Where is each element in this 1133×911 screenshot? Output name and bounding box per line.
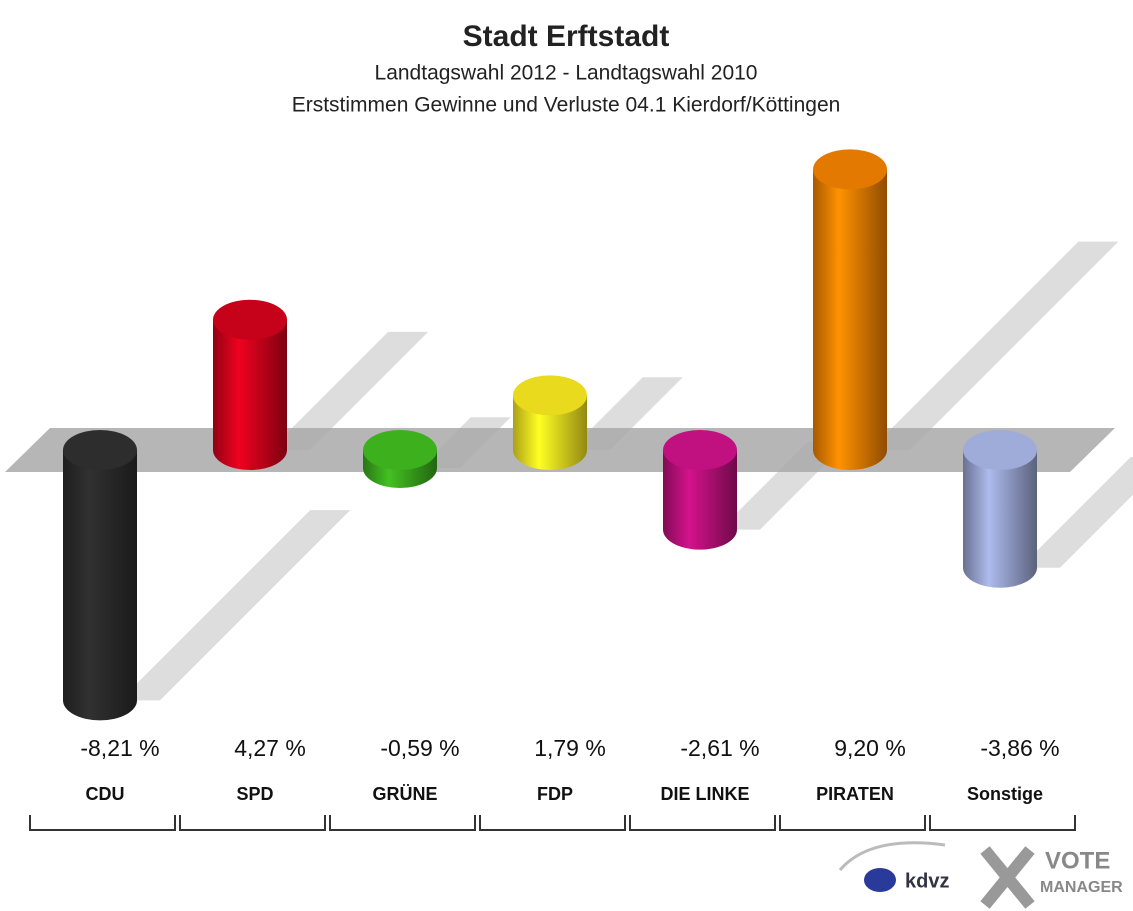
chart-title: Stadt Erftstadt	[463, 20, 670, 53]
logo-text: kdvz	[905, 870, 949, 892]
value-label: -8,21 %	[80, 735, 159, 761]
category-label: FDP	[537, 784, 573, 804]
bar-shadow	[120, 510, 351, 701]
logo-swoosh	[838, 841, 946, 871]
category-label: CDU	[86, 784, 125, 804]
bar-cap	[963, 430, 1037, 470]
chart-subtitle: Erststimmen Gewinne und Verluste 04.1 Ki…	[292, 94, 841, 117]
bar-cap	[63, 430, 137, 470]
value-label: -2,61 %	[680, 735, 759, 761]
category-label: DIE LINKE	[660, 784, 749, 804]
category-bracket	[29, 815, 176, 831]
bar	[63, 450, 137, 701]
bar-shadow	[270, 331, 429, 450]
logo: kdvz VOTE MANAGER	[838, 841, 1123, 909]
category-bracket	[179, 815, 326, 831]
category-bracket	[629, 815, 776, 831]
category-bracket	[779, 815, 926, 831]
value-label: 9,20 %	[834, 735, 906, 761]
chart-subtitle: Landtagswahl 2012 - Landtagswahl 2010	[375, 62, 758, 85]
bar-shadow	[1020, 457, 1133, 568]
bar-cap	[363, 430, 437, 470]
category-bracket	[929, 815, 1076, 831]
value-label: -0,59 %	[380, 735, 459, 761]
bar-cap	[663, 430, 737, 470]
category-label: PIRATEN	[816, 784, 894, 804]
logo-text: VOTE	[1045, 847, 1110, 874]
value-label: 1,79 %	[534, 735, 606, 761]
category-label: SPD	[236, 784, 273, 804]
bar-cap	[213, 299, 287, 340]
bar	[213, 319, 287, 450]
bar-cap	[513, 375, 587, 416]
value-label: -3,86 %	[980, 735, 1059, 761]
logo-text: MANAGER	[1040, 879, 1123, 896]
category-label: GRÜNE	[372, 784, 437, 804]
category-label: Sonstige	[967, 784, 1043, 804]
logo-ball	[864, 868, 896, 892]
logo-x	[980, 846, 1035, 909]
bar-cap	[813, 149, 887, 190]
value-label: 4,27 %	[234, 735, 306, 761]
category-bracket	[479, 815, 626, 831]
bar	[813, 169, 887, 450]
bar-shadow	[870, 241, 1119, 450]
category-bracket	[329, 815, 476, 831]
